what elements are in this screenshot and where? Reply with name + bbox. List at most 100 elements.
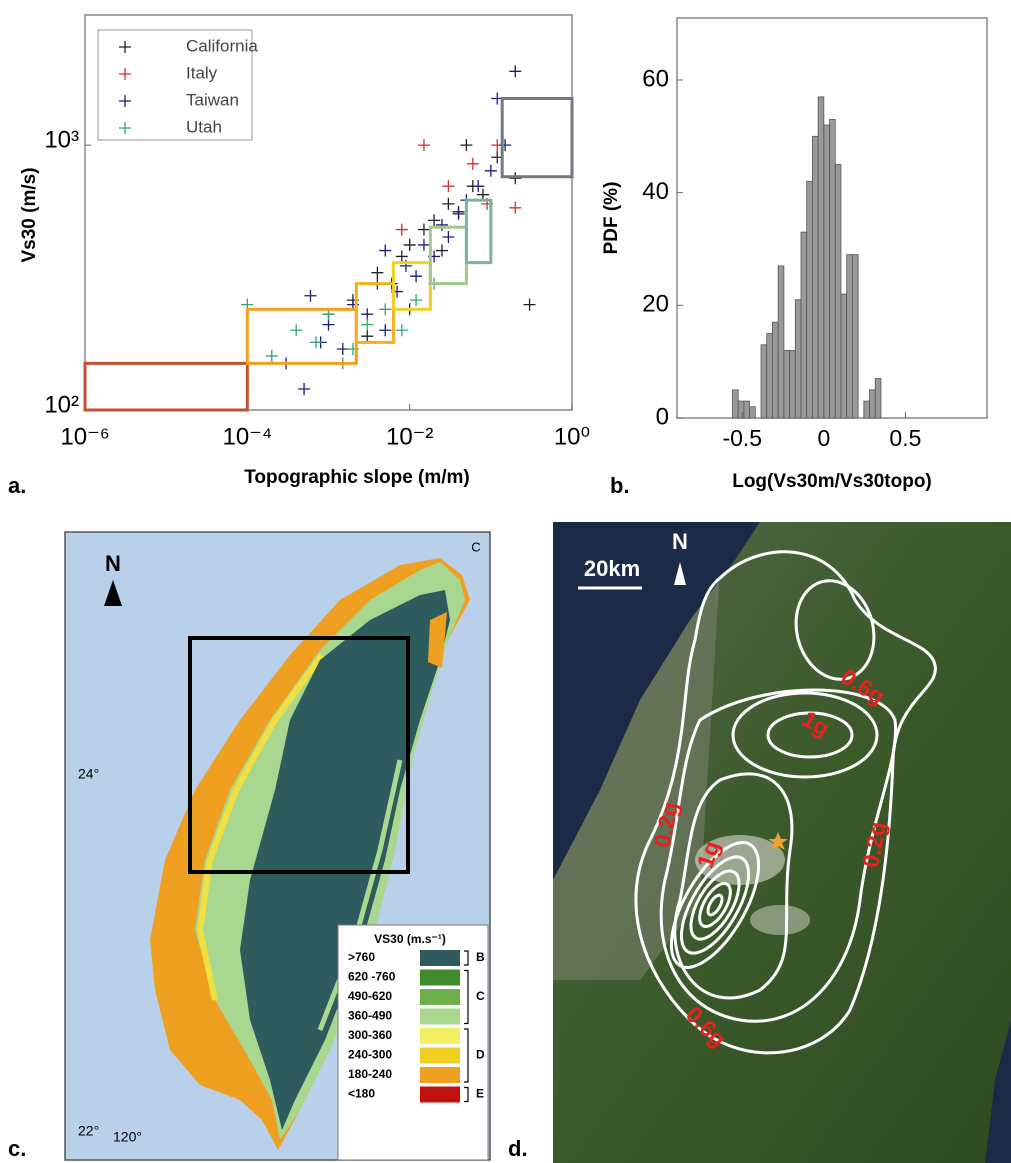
point [361,318,374,331]
y-tick-label: 20 [642,291,669,318]
north-label: N [105,551,121,576]
point [290,324,303,337]
legend-marker [119,41,131,53]
legend-swatch [420,1067,460,1083]
point [379,324,392,337]
class-bracket [464,950,469,966]
contour [659,688,898,1023]
clouds [750,905,810,935]
y-axis-label: PDF (%) [601,182,622,255]
bar [834,164,842,419]
point [379,244,392,257]
bar [829,119,836,419]
legend-label: 490-620 [348,989,392,1003]
x-tick-label: 0 [817,425,830,451]
point [452,207,465,220]
point [442,180,455,193]
x-axis-label: Log(Vs30m/Vs30topo) [732,471,932,492]
y-axis-label: Vs30 (m/s) [19,167,40,262]
point [428,214,441,227]
contour [689,869,741,941]
bar [806,180,813,419]
bar [749,406,756,419]
legend-label: 360-490 [348,1009,392,1023]
point [417,223,430,236]
y-tick-label: 10² [44,391,79,418]
legend-label: California [186,36,258,55]
land-yellow [196,653,325,1001]
clouds [695,835,785,885]
contour [698,882,732,928]
x-tick-label: 0.5 [889,425,921,451]
point [410,294,423,307]
bar [737,400,745,419]
panel-label: b. [610,473,630,498]
bar [863,400,870,419]
legend-label: 240-300 [348,1048,392,1062]
bar [789,349,796,419]
sea [985,1020,1011,1163]
corner-label: C [471,539,480,554]
legend-marker [119,122,131,134]
point [379,303,392,316]
legend-box [337,924,489,1161]
legend-label: 620 -760 [348,970,396,984]
legend-swatch [420,969,460,986]
bar [851,254,859,419]
class-label: E [476,1087,484,1101]
class-box [500,97,574,179]
bar [874,378,882,419]
legend-swatch [420,1008,460,1025]
y-tick-label: 10³ [44,126,79,153]
legend-label: Utah [186,117,222,136]
sea [553,522,760,880]
point [523,298,536,311]
class-label: C [476,989,485,1003]
bar [869,389,876,419]
y-tick-label: 40 [642,178,669,205]
class-box [464,198,493,265]
point [395,250,408,263]
class-bracket [464,1086,469,1103]
class-box [391,261,432,311]
point [304,289,317,302]
x-axis-label: Topographic slope (m/m) [244,467,470,488]
point [472,180,485,193]
lat-label: 24° [78,766,99,782]
legend-swatch [420,1086,460,1103]
bar [846,254,853,419]
legend-box [97,29,253,141]
point [435,244,448,257]
legend-swatch [420,989,460,1005]
point [265,349,278,362]
bar [766,333,773,419]
point [322,318,335,331]
class-bracket [464,1028,469,1083]
lat-label: 22° [78,1123,99,1139]
study-area [188,636,410,874]
bar [783,349,790,419]
bar [794,299,802,419]
class-label: D [476,1048,485,1062]
legend-label: <180 [348,1087,375,1101]
bar [800,231,808,419]
legend-label: Taiwan [186,90,239,109]
x-tick-label: 10⁻⁶ [60,423,109,450]
point [484,164,497,177]
bar [840,293,848,419]
y-tick-label: 0 [656,403,669,430]
land-teal [240,590,450,1130]
bar [760,344,768,419]
point [336,342,349,355]
legend-label: >760 [348,950,375,964]
x-tick-label: -0.5 [722,425,762,451]
contour [634,550,937,1055]
contour [679,855,751,955]
panel-label: c. [8,1136,26,1161]
panel-label: a. [8,473,26,498]
point [509,172,522,185]
point [417,238,430,251]
point [442,230,455,243]
point [509,65,522,78]
